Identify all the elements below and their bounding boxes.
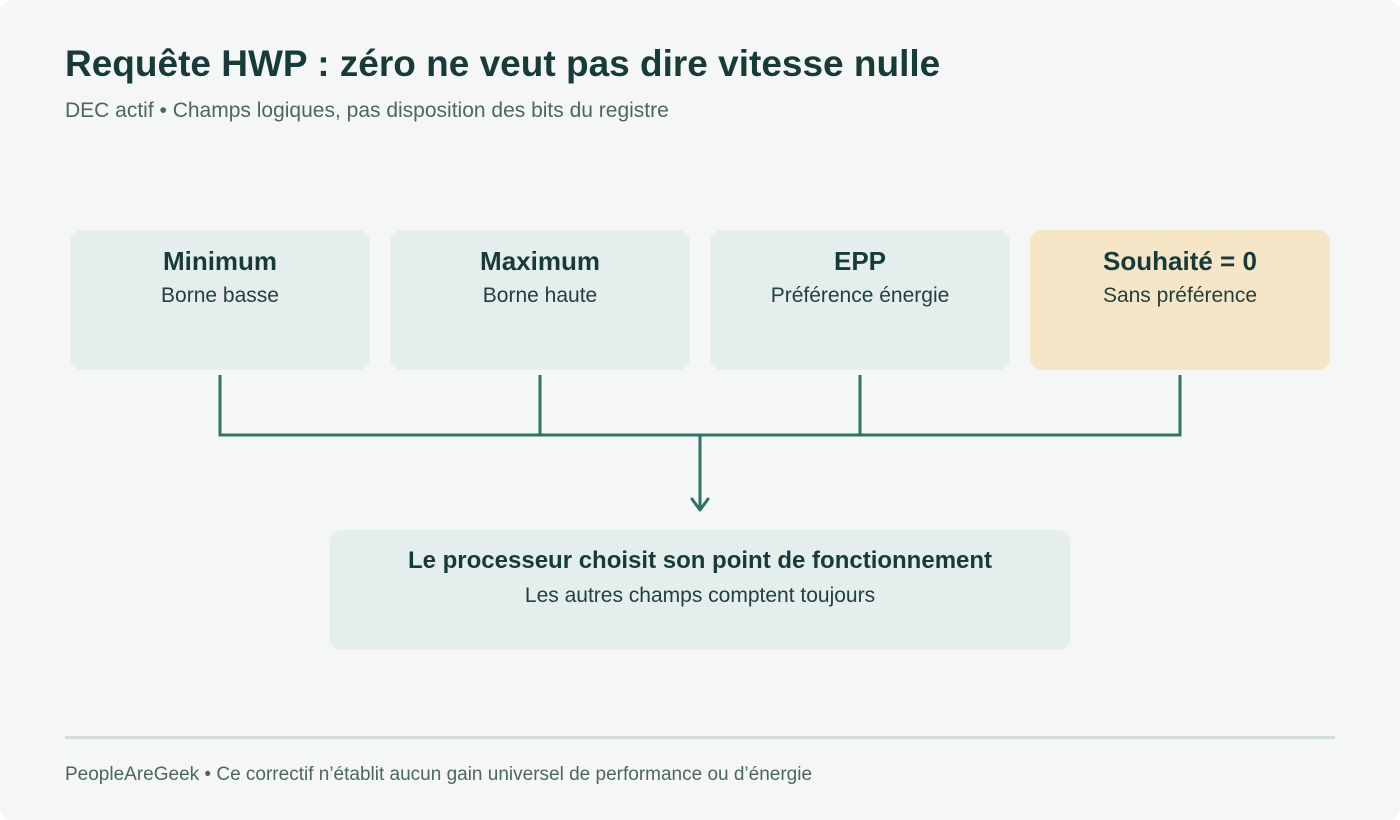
result-subtitle: Les autres champs comptent toujours — [524, 584, 876, 607]
field-box-maximum: Maximum Borne haute — [390, 230, 690, 370]
footer-text: PeopleAreGeek • Ce correctif n’établit a… — [65, 764, 813, 785]
field-title: EPP — [833, 246, 887, 276]
field-subtitle: Borne basse — [161, 284, 279, 307]
field-subtitle: Borne haute — [482, 284, 598, 307]
field-box-minimum: Minimum Borne basse — [70, 230, 370, 370]
diagram-subtitle: DEC actif • Champs logiques, pas disposi… — [65, 99, 669, 122]
field-subtitle: Sans préférence — [1102, 284, 1258, 307]
result-title: Le processeur choisit son point de fonct… — [407, 547, 993, 574]
field-title: Minimum — [162, 246, 278, 276]
field-title: Maximum — [480, 246, 600, 276]
result-box: Le processeur choisit son point de fonct… — [330, 530, 1070, 650]
diagram-title: Requête HWP : zéro ne veut pas dire vite… — [65, 43, 941, 84]
field-title: Souhaité = 0 — [1103, 246, 1257, 276]
arrowhead-icon — [690, 497, 710, 512]
field-subtitle: Préférence énergie — [770, 284, 950, 307]
field-box-epp: EPP Préférence énergie — [710, 230, 1010, 370]
field-box-desired: Souhaité = 0 Sans préférence — [1030, 230, 1330, 370]
footer-divider — [65, 736, 1335, 739]
